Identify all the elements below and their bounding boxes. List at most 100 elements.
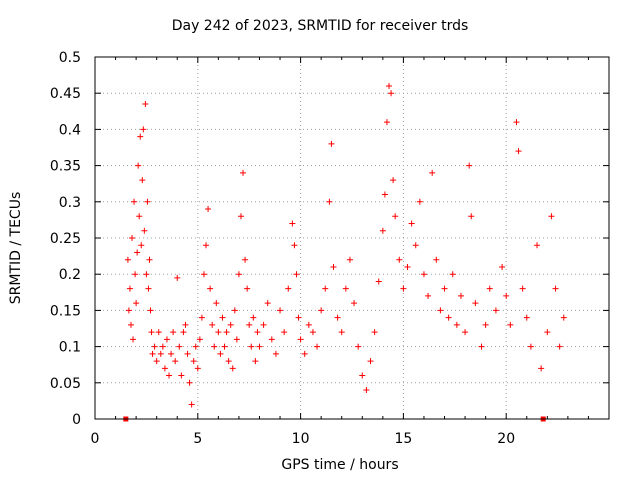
data-point xyxy=(145,285,152,292)
data-point xyxy=(144,198,151,205)
data-point xyxy=(244,285,251,292)
data-point xyxy=(383,119,390,126)
data-point xyxy=(142,101,149,108)
data-point xyxy=(556,343,563,350)
data-point xyxy=(429,169,436,176)
y-axis-label-wrap: SRMTID / TECUs xyxy=(4,0,28,480)
plot-frame xyxy=(94,56,610,420)
data-point xyxy=(392,213,399,220)
data-point xyxy=(301,350,308,357)
data-point xyxy=(289,220,296,227)
x-tick-label: 5 xyxy=(193,431,202,447)
data-point xyxy=(328,140,335,147)
data-point xyxy=(499,263,506,270)
data-point xyxy=(486,285,493,292)
data-point xyxy=(268,336,275,343)
y-tick-label: 0.05 xyxy=(50,376,81,392)
data-point xyxy=(215,329,222,336)
data-point xyxy=(136,213,143,220)
data-point xyxy=(209,321,216,328)
data-point xyxy=(441,285,448,292)
data-point xyxy=(138,242,145,249)
y-tick-label: 0.45 xyxy=(50,86,81,102)
data-point xyxy=(472,300,479,307)
data-point xyxy=(252,358,259,365)
data-point xyxy=(297,336,304,343)
data-point xyxy=(527,343,534,350)
data-point xyxy=(326,198,333,205)
data-point xyxy=(240,169,247,176)
data-point xyxy=(227,321,234,328)
data-point xyxy=(155,329,162,336)
data-point xyxy=(166,372,173,379)
data-point xyxy=(379,227,386,234)
data-point xyxy=(131,198,138,205)
data-point xyxy=(295,314,302,321)
data-point xyxy=(235,271,242,278)
data-point xyxy=(503,292,510,299)
data-point xyxy=(388,90,395,97)
data-point xyxy=(203,242,210,249)
data-point xyxy=(507,321,514,328)
data-point xyxy=(513,119,520,126)
data-point xyxy=(168,350,175,357)
data-point xyxy=(492,307,499,314)
data-point xyxy=(482,321,489,328)
data-point xyxy=(322,285,329,292)
data-point xyxy=(146,256,153,263)
y-tick-label: 0.25 xyxy=(50,231,81,247)
axis-ticks: 0 0.05 0.1 0.15 0.2 0.25 0.3 0.35 0.4 0.45 0.5 0 5 10… xyxy=(50,50,609,447)
data-point xyxy=(174,274,181,281)
data-point xyxy=(305,321,312,328)
data-point xyxy=(367,358,374,365)
data-point xyxy=(264,300,271,307)
data-point xyxy=(213,300,220,307)
data-point xyxy=(285,285,292,292)
data-point xyxy=(560,314,567,321)
data-point xyxy=(130,336,137,343)
data-point xyxy=(129,235,136,241)
data-point xyxy=(237,213,244,220)
data-point xyxy=(425,292,432,299)
data-point xyxy=(375,278,382,285)
data-point xyxy=(416,198,423,205)
data-point xyxy=(462,329,469,336)
data-point xyxy=(468,213,475,220)
data-point xyxy=(161,365,168,372)
data-point xyxy=(318,307,325,314)
data-point xyxy=(233,336,240,343)
data-point xyxy=(351,300,358,307)
data-point xyxy=(254,329,261,336)
x-tick-label: 0 xyxy=(91,431,100,447)
data-point xyxy=(186,379,193,386)
data-point xyxy=(548,213,555,220)
data-point xyxy=(141,227,148,234)
data-points xyxy=(123,82,567,422)
data-point xyxy=(248,343,255,350)
data-point xyxy=(148,329,155,336)
data-point xyxy=(231,307,238,314)
data-point xyxy=(157,350,164,357)
data-point xyxy=(180,329,187,336)
y-tick-label: 0.1 xyxy=(59,340,81,356)
data-point xyxy=(386,82,393,89)
data-point xyxy=(135,162,142,169)
data-point xyxy=(147,307,154,314)
data-point xyxy=(256,343,263,350)
data-point xyxy=(390,177,397,184)
data-point xyxy=(163,336,170,343)
data-point xyxy=(205,206,212,213)
y-axis-label: SRMTID / TECUs xyxy=(8,191,24,305)
data-point xyxy=(404,263,411,270)
data-point xyxy=(200,271,207,278)
data-point xyxy=(396,256,403,263)
data-point xyxy=(457,292,464,299)
data-point xyxy=(225,358,232,365)
data-point xyxy=(478,343,485,350)
data-point xyxy=(151,343,158,350)
data-point xyxy=(330,263,337,270)
data-point xyxy=(172,358,179,365)
x-tick-label: 15 xyxy=(394,431,412,447)
data-point xyxy=(445,314,452,321)
data-point xyxy=(211,343,218,350)
